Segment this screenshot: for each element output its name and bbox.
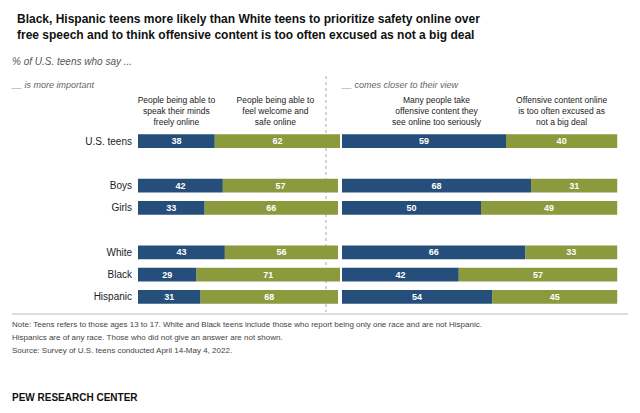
svg-text:Black, Hispanic teens more lik: Black, Hispanic teens more likely than W… (17, 12, 480, 26)
svg-text:68: 68 (432, 181, 442, 191)
svg-text:Hispanics are of any race. Tho: Hispanics are of any race. Those who did… (12, 333, 283, 342)
svg-text:People being able to: People being able to (138, 95, 216, 105)
svg-text:Source: Survey of U.S. teens c: Source: Survey of U.S. teens conducted A… (12, 346, 232, 355)
svg-text:71: 71 (263, 270, 273, 280)
svg-text:56: 56 (276, 247, 286, 257)
svg-text:__ comes closer to their view: __ comes closer to their view (341, 80, 459, 90)
svg-text:free speech and to think offen: free speech and to think offensive conte… (17, 28, 474, 42)
svg-text:speak their minds: speak their minds (143, 106, 210, 116)
svg-text:White: White (106, 247, 132, 258)
svg-text:45: 45 (550, 292, 560, 302)
svg-text:33: 33 (166, 203, 176, 213)
svg-text:freely online: freely online (153, 117, 199, 127)
svg-text:see online too seriously: see online too seriously (392, 117, 482, 127)
svg-text:62: 62 (272, 136, 282, 146)
svg-text:Girls: Girls (111, 202, 132, 213)
svg-text:Offensive content online: Offensive content online (516, 95, 607, 105)
svg-text:33: 33 (566, 247, 576, 257)
svg-text:Note: Teens refers to those ag: Note: Teens refers to those ages 13 to 1… (12, 320, 482, 329)
svg-text:Hispanic: Hispanic (94, 291, 132, 302)
svg-text:U.S. teens: U.S. teens (85, 136, 132, 147)
svg-text:Black: Black (108, 269, 133, 280)
svg-text:31: 31 (164, 292, 174, 302)
svg-text:66: 66 (429, 247, 439, 257)
svg-text:safe online: safe online (255, 117, 296, 127)
svg-text:PEW RESEARCH CENTER: PEW RESEARCH CENTER (12, 392, 138, 403)
svg-text:68: 68 (264, 292, 274, 302)
svg-text:66: 66 (266, 203, 276, 213)
svg-text:not a big deal: not a big deal (536, 117, 587, 127)
svg-text:57: 57 (275, 181, 285, 191)
svg-text:Many people take: Many people take (403, 95, 470, 105)
svg-text:Boys: Boys (110, 180, 132, 191)
svg-text:54: 54 (412, 292, 422, 302)
svg-text:40: 40 (557, 136, 567, 146)
svg-text:59: 59 (419, 136, 429, 146)
svg-text:43: 43 (176, 247, 186, 257)
svg-text:is too often excused as: is too often excused as (518, 106, 605, 116)
svg-text:49: 49 (544, 203, 554, 213)
svg-text:29: 29 (162, 270, 172, 280)
svg-text:feel welcome and: feel welcome and (242, 106, 308, 116)
svg-text:42: 42 (395, 270, 405, 280)
svg-text:% of U.S. teens who say ...: % of U.S. teens who say ... (12, 56, 132, 67)
svg-text:offensive content they: offensive content they (395, 106, 478, 116)
svg-text:57: 57 (533, 270, 543, 280)
svg-text:42: 42 (175, 181, 185, 191)
svg-text:People being able to: People being able to (237, 95, 315, 105)
svg-text:50: 50 (406, 203, 416, 213)
svg-text:31: 31 (569, 181, 579, 191)
svg-text:38: 38 (171, 136, 181, 146)
svg-text:__ is more important: __ is more important (11, 80, 95, 90)
